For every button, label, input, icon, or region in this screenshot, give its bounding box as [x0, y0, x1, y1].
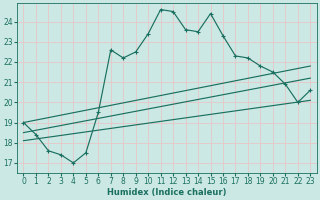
- X-axis label: Humidex (Indice chaleur): Humidex (Indice chaleur): [107, 188, 227, 197]
